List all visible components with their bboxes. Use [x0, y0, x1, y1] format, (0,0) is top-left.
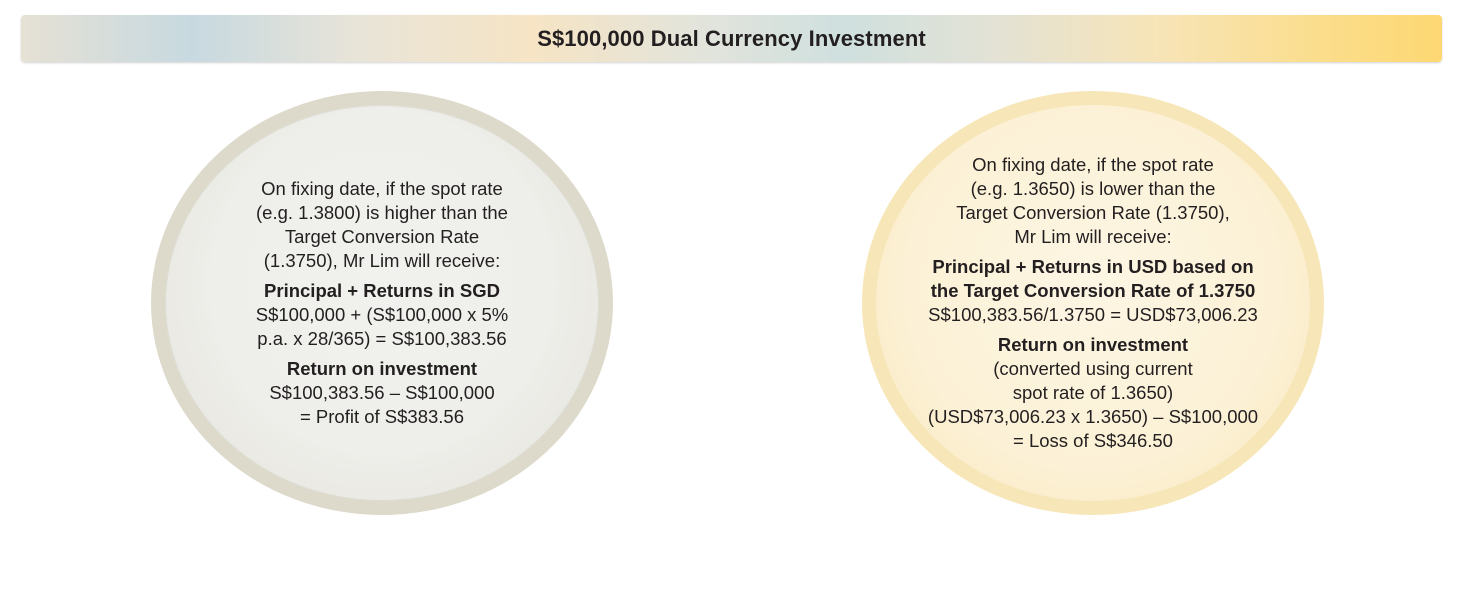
right-condition-line-4: Mr Lim will receive: [1014, 226, 1172, 247]
lower-spot-rate-scenario: On fixing date, if the spot rate (e.g. 1… [862, 91, 1324, 515]
left-payout-calc-line-1: S$100,000 + (S$100,000 x 5% [255, 304, 509, 325]
title-banner: S$100,000 Dual Currency Investment [21, 15, 1442, 62]
higher-spot-rate-scenario: On fixing date, if the spot rate (e.g. 1… [151, 91, 613, 515]
right-payout-heading-line-2: the Target Conversion Rate of 1.3750 [930, 280, 1256, 301]
left-return-heading: Return on investment [286, 358, 478, 379]
right-payout-calc-line-1: S$100,383.56/1.3750 = USD$73,006.23 [928, 304, 1258, 325]
right-condition-line-2: (e.g. 1.3650) is lower than the [970, 178, 1216, 199]
right-payout-heading-line-1: Principal + Returns in USD based on [932, 256, 1254, 277]
right-return-calc-line-3: (USD$73,006.23 x 1.3650) – S$100,000 [927, 406, 1259, 427]
right-return-heading: Return on investment [997, 334, 1189, 355]
left-condition-line-2: (e.g. 1.3800) is higher than the [256, 202, 508, 223]
left-payout-heading: Principal + Returns in SGD [264, 280, 500, 301]
left-return-calc-line-1: S$100,383.56 – S$100,000 [269, 382, 495, 403]
left-payout-calc-line-2: p.a. x 28/365) = S$100,383.56 [257, 328, 507, 349]
left-return-calc-line-2: = Profit of S$383.56 [299, 406, 465, 427]
left-condition-line-3: Target Conversion Rate [284, 226, 480, 247]
right-condition-line-1: On fixing date, if the spot rate [972, 154, 1214, 175]
right-return-calc-line-1: (converted using current [993, 358, 1193, 379]
banner-title: S$100,000 Dual Currency Investment [537, 25, 926, 51]
right-return-calc-line-4: = Loss of S$346.50 [1013, 430, 1173, 451]
left-condition-line-4: (1.3750), Mr Lim will receive: [263, 250, 501, 271]
left-condition-line-1: On fixing date, if the spot rate [261, 178, 503, 199]
right-return-calc-line-2: spot rate of 1.3650) [1012, 382, 1174, 403]
right-condition-line-3: Target Conversion Rate (1.3750), [956, 202, 1230, 223]
